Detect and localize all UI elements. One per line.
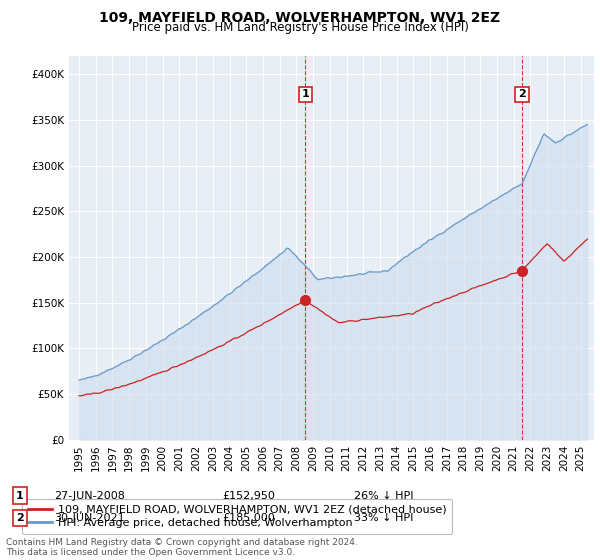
Text: £152,950: £152,950	[222, 491, 275, 501]
Text: 33% ↓ HPI: 33% ↓ HPI	[354, 513, 413, 523]
Text: 1: 1	[302, 90, 309, 99]
Text: 1: 1	[16, 491, 23, 501]
Text: £185,000: £185,000	[222, 513, 275, 523]
Legend: 109, MAYFIELD ROAD, WOLVERHAMPTON, WV1 2EZ (detached house), HPI: Average price,: 109, MAYFIELD ROAD, WOLVERHAMPTON, WV1 2…	[22, 499, 452, 534]
Text: 27-JUN-2008: 27-JUN-2008	[54, 491, 125, 501]
Text: 2: 2	[16, 513, 23, 523]
Text: Contains HM Land Registry data © Crown copyright and database right 2024.
This d: Contains HM Land Registry data © Crown c…	[6, 538, 358, 557]
Text: Price paid vs. HM Land Registry's House Price Index (HPI): Price paid vs. HM Land Registry's House …	[131, 21, 469, 34]
Text: 30-JUN-2021: 30-JUN-2021	[54, 513, 125, 523]
Text: 109, MAYFIELD ROAD, WOLVERHAMPTON, WV1 2EZ: 109, MAYFIELD ROAD, WOLVERHAMPTON, WV1 2…	[100, 11, 500, 25]
Text: 2: 2	[518, 90, 526, 99]
Text: 26% ↓ HPI: 26% ↓ HPI	[354, 491, 413, 501]
